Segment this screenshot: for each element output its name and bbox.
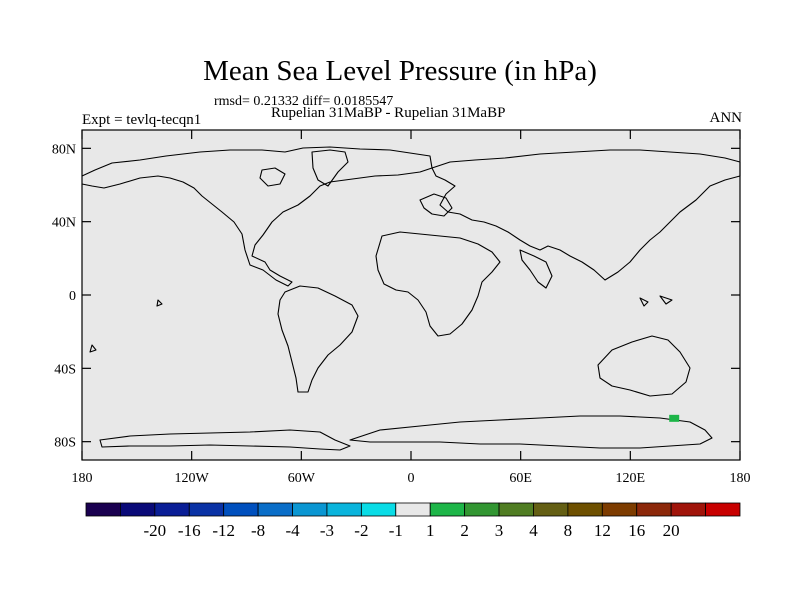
colorbar-swatch: [670, 502, 706, 517]
coast-europe-detail: [419, 193, 453, 217]
colorbar-swatch: [429, 502, 466, 517]
colorbar-label: 1: [426, 521, 435, 540]
anomaly-patch: [669, 414, 680, 422]
chart-title: Mean Sea Level Pressure (in hPa): [203, 55, 597, 87]
colorbar-label: -4: [285, 521, 300, 540]
colorbar-label: 3: [495, 521, 504, 540]
coast-hudson: [259, 167, 286, 187]
y-tick-label: 80N: [52, 142, 76, 157]
coast-south-america: [277, 285, 359, 393]
coast-antarctica: [99, 429, 351, 451]
colorbar-swatch: [257, 502, 293, 517]
colorbar-swatch: [188, 502, 225, 517]
colorbar-swatch: [395, 502, 431, 517]
colorbar-label: -1: [389, 521, 403, 540]
y-tick-label: 40N: [52, 216, 76, 231]
colorbar: -20 -16 -12 -8 -4 -3 -2 -1 1 2 3 4 8 12 16 20: [85, 502, 741, 540]
colorbar-swatch: [120, 502, 156, 517]
coast-eurasia: [431, 149, 741, 281]
y-tick-label: 40S: [54, 362, 76, 377]
x-tick-label: 0: [408, 471, 415, 486]
colorbar-label: -3: [320, 521, 334, 540]
stats-text: rmsd= 0.21332 diff= 0.0185547: [214, 94, 394, 109]
coast-islands-3: [89, 344, 97, 353]
colorbar-swatch: [360, 502, 397, 517]
colorbar-swatch: [223, 502, 259, 517]
colorbar-label: 8: [564, 521, 573, 540]
coastlines: [81, 146, 741, 451]
colorbar-swatch: [326, 502, 362, 517]
colorbar-label: 20: [663, 521, 680, 540]
x-tick-label: 180: [72, 471, 93, 486]
colorbar-label: 16: [628, 521, 645, 540]
colorbar-label: -2: [354, 521, 368, 540]
y-tick-label: 0: [69, 289, 76, 304]
colorbar-label: -20: [144, 521, 167, 540]
colorbar-swatch: [705, 502, 741, 517]
colorbar-label: 12: [594, 521, 611, 540]
x-tick-label: 180: [730, 471, 751, 486]
colorbar-swatch: [154, 502, 190, 517]
subtitle: Rupelian 31MaBP - Rupelian 31MaBP: [271, 105, 506, 121]
colorbar-swatch: [85, 502, 121, 517]
colorbar-label: 4: [529, 521, 538, 540]
coast-greenland: [311, 149, 349, 187]
colorbar-label: -16: [178, 521, 201, 540]
coast-india: [519, 249, 553, 289]
coast-africa: [375, 231, 501, 337]
colorbar-swatch: [533, 502, 569, 517]
x-axis: 180 120W 60W 0 60E 120E 180: [72, 130, 751, 486]
colorbar-swatch: [498, 502, 534, 517]
coast-antarctica-east: [349, 415, 713, 449]
coast-australia: [597, 335, 691, 397]
colorbar-label: 2: [460, 521, 469, 540]
x-tick-label: 60E: [509, 471, 532, 486]
colorbar-label: -12: [212, 521, 235, 540]
colorbar-swatch: [601, 502, 638, 517]
x-tick-label: 120W: [175, 471, 210, 486]
y-tick-label: 80S: [54, 436, 76, 451]
colorbar-swatch: [636, 502, 672, 517]
coast-north-america: [81, 146, 433, 287]
coast-islands-2: [659, 295, 673, 305]
coast-islands-1: [639, 297, 649, 307]
x-tick-label: 60W: [288, 471, 316, 486]
y-axis: 80N 40N 0 40S 80S: [52, 142, 740, 451]
colorbar-label: -8: [251, 521, 265, 540]
colorbar-swatch: [292, 502, 328, 517]
experiment-label: Expt = tevlq-tecqn1: [82, 112, 202, 128]
coast-islands-4: [156, 299, 163, 307]
colorbar-swatch: [464, 502, 500, 517]
colorbar-swatch: [567, 502, 603, 517]
season-label: ANN: [709, 110, 743, 126]
x-tick-label: 120E: [616, 471, 646, 486]
